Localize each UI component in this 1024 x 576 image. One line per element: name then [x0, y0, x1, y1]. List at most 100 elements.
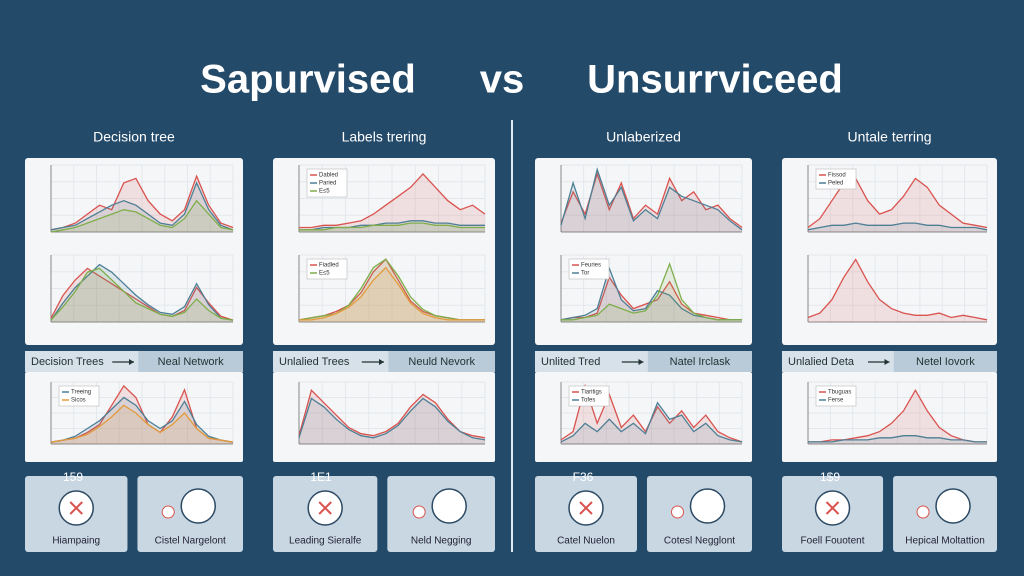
series-line — [807, 222, 988, 231]
series-area — [299, 398, 485, 444]
series-area — [808, 435, 987, 444]
bottom-right-label: Hepical Moltattion — [905, 536, 984, 547]
series-line — [50, 267, 234, 321]
series-area — [51, 200, 233, 232]
series-line — [807, 177, 988, 229]
legend-label: Fiadled — [319, 263, 339, 269]
series-area — [51, 176, 233, 232]
title-left: Sapurvised — [200, 58, 416, 102]
series-area — [561, 173, 742, 232]
series-area — [808, 178, 987, 232]
series-area — [561, 268, 742, 322]
flow-target — [138, 351, 243, 372]
icon-deco — [670, 505, 684, 519]
bottom-left-label: Catel Nuelon — [557, 536, 615, 547]
series-line — [807, 258, 988, 321]
flow-arrowhead — [638, 359, 644, 365]
series-line — [299, 266, 485, 321]
icon-deco — [916, 505, 930, 519]
legend-box — [815, 168, 857, 190]
legend-label: Paried — [319, 181, 336, 187]
panel — [273, 372, 495, 462]
column-heading: Decision tree — [93, 129, 175, 145]
flow-to: Neuld Nevork — [408, 356, 475, 368]
bottom-right-label: Cistel Nargelont — [155, 536, 226, 547]
legend-label: Tbuguas — [828, 390, 851, 396]
badge: 1$9 — [820, 470, 840, 484]
legend-label: Feuries — [581, 263, 601, 269]
badge: 159 — [63, 470, 83, 484]
flow-to: Neal Network — [158, 356, 225, 368]
bottom-left-label: Leading Sieralfe — [289, 536, 362, 547]
legend-label: Fissod — [828, 173, 846, 179]
flow-from: Unlalied Deta — [788, 356, 855, 368]
flow-from: Unlalied Trees — [279, 356, 350, 368]
panel — [535, 158, 752, 345]
series-line — [298, 389, 486, 439]
series-area — [808, 259, 987, 322]
series-area — [299, 267, 485, 322]
column-heading: Labels trering — [342, 129, 427, 145]
series-area — [51, 397, 233, 444]
flow-target — [893, 351, 997, 372]
icon-deco — [825, 501, 840, 515]
series-area — [299, 173, 485, 232]
series-line — [808, 389, 987, 443]
icon-deco — [180, 488, 216, 524]
legend-box — [306, 258, 348, 280]
series-area — [561, 169, 742, 232]
flow-from: Decision Trees — [31, 356, 104, 368]
bottom-right-label: Cotesl Negglont — [664, 536, 735, 547]
series-line — [299, 222, 485, 231]
icon-deco — [689, 488, 726, 524]
legend-box — [568, 258, 610, 280]
badge: 1E1 — [310, 470, 332, 484]
series-line — [560, 401, 743, 443]
title-mid: vs — [480, 58, 525, 102]
legend-label: Peled — [828, 181, 843, 187]
legend-box — [568, 385, 610, 407]
icon-deco — [318, 501, 332, 515]
legend-label: Tor — [581, 271, 589, 277]
legend-box — [58, 385, 100, 407]
icon-deco — [431, 488, 467, 524]
series-line — [299, 172, 486, 229]
icon-deco — [935, 488, 971, 524]
icon-deco — [412, 505, 426, 519]
panel — [273, 158, 495, 345]
series-line — [560, 275, 742, 321]
icon-deco — [69, 501, 83, 515]
badge: F36 — [573, 470, 594, 484]
column-heading: Unlaberized — [606, 129, 681, 145]
flow-target — [388, 351, 495, 372]
legend-label: Sicos — [71, 398, 86, 404]
legend-label: E≤5 — [319, 189, 330, 195]
flow-arrowhead — [129, 359, 134, 365]
bottom-right-label: Neld Negging — [411, 536, 472, 547]
series-line — [808, 435, 987, 443]
series-line — [299, 220, 485, 231]
legend-label: Tofes — [581, 398, 595, 404]
series-area — [51, 264, 233, 322]
series-line — [298, 397, 486, 441]
series-line — [50, 404, 234, 443]
series-line — [50, 181, 234, 231]
panel — [782, 158, 997, 345]
title-right: Unsurrviceed — [587, 58, 843, 102]
flow-arrowhead — [379, 359, 384, 365]
bottom-left-label: Foell Fouotent — [801, 536, 865, 547]
legend-label: Ferse — [828, 398, 844, 404]
legend-label: Tiaritigs — [581, 390, 602, 396]
series-line — [298, 258, 485, 321]
icon-deco — [579, 501, 593, 515]
flow-target — [647, 351, 752, 372]
bottom-left-label: Hiampaing — [52, 536, 100, 547]
series-area — [561, 277, 742, 322]
legend-label: Dabled — [319, 173, 338, 179]
series-area — [51, 268, 233, 322]
series-area — [51, 405, 233, 444]
legend-box — [815, 385, 857, 407]
legend-label: Treeing — [71, 390, 91, 396]
